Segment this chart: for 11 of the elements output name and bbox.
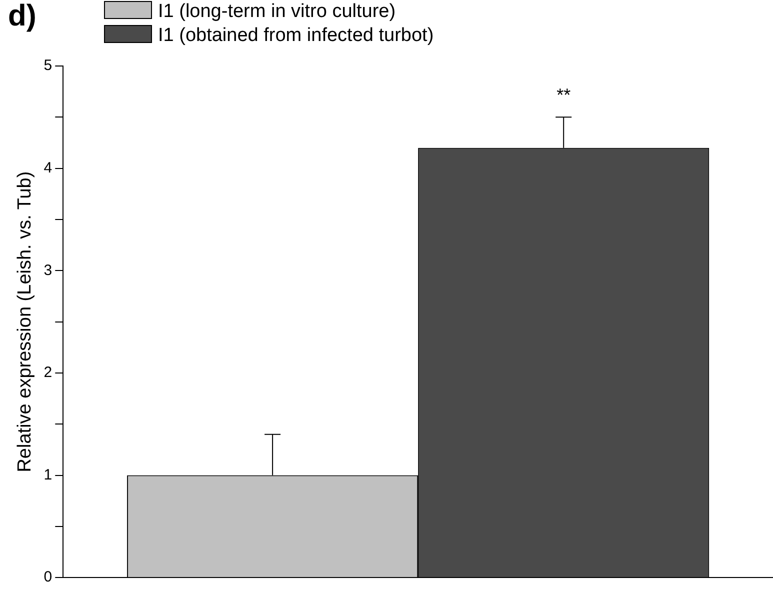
y-tick-label: 3 xyxy=(44,262,52,279)
y-axis-title: Relative expression (Leish. vs. Tub) xyxy=(14,171,36,472)
text: d) xyxy=(8,0,36,32)
y-tick-label: 1 xyxy=(44,466,52,484)
legend-label: I1 (long-term in vitro culture) xyxy=(158,1,396,22)
y-tick-label: 5 xyxy=(44,57,52,74)
y-tick-label: 4 xyxy=(44,159,52,176)
annotation: ** xyxy=(556,85,571,106)
y-tick-label: 0 xyxy=(44,568,52,586)
y-tick-label: 2 xyxy=(44,364,52,382)
legend-label: I1 (obtained from infected turbot) xyxy=(158,25,434,46)
